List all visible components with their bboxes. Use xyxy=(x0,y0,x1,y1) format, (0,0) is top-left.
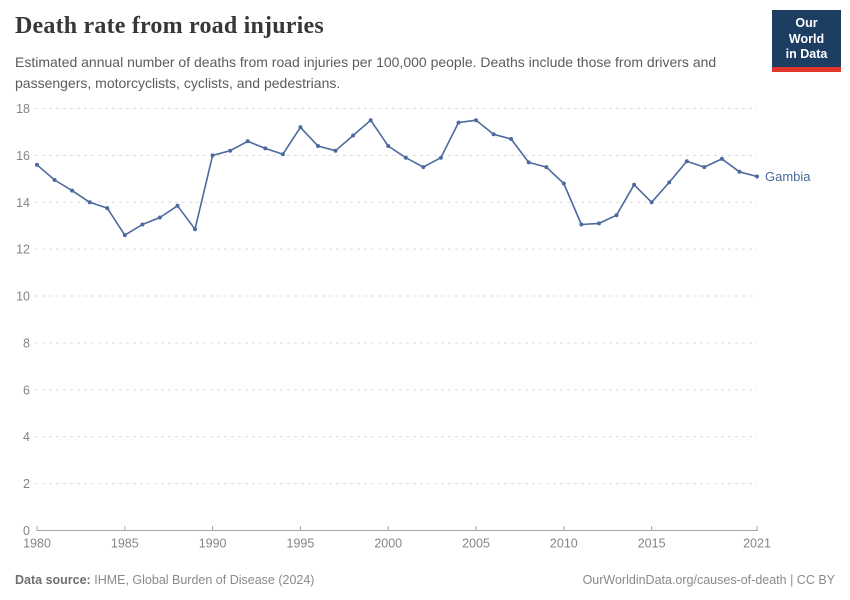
data-point[interactable] xyxy=(456,120,461,125)
data-source-note: Data source: IHME, Global Burden of Dise… xyxy=(15,573,314,587)
data-point[interactable] xyxy=(684,159,689,164)
series-entity-label[interactable]: Gambia xyxy=(765,169,811,184)
credit-link[interactable]: OurWorldinData.org/causes-of-death | CC … xyxy=(582,573,835,587)
data-point[interactable] xyxy=(719,156,724,161)
data-point[interactable] xyxy=(386,144,391,148)
data-point[interactable] xyxy=(597,221,601,226)
data-point[interactable] xyxy=(491,132,496,137)
data-point[interactable] xyxy=(702,165,707,170)
data-source-value: IHME, Global Burden of Disease (2024) xyxy=(94,573,315,587)
y-axis-tick-label: 8 xyxy=(23,336,30,350)
data-point[interactable] xyxy=(561,181,566,186)
data-point[interactable] xyxy=(70,188,75,193)
owid-logo[interactable]: Our World in Data xyxy=(772,10,841,72)
chart-subtitle: Estimated annual number of deaths from r… xyxy=(15,54,717,91)
data-point[interactable] xyxy=(263,146,268,151)
data-point[interactable] xyxy=(87,200,92,205)
y-axis-tick-label: 14 xyxy=(16,196,30,210)
data-point[interactable] xyxy=(526,160,531,165)
data-point[interactable] xyxy=(737,169,742,174)
data-point[interactable] xyxy=(667,180,672,185)
y-axis-tick-label: 16 xyxy=(16,149,30,163)
data-point[interactable] xyxy=(316,144,320,148)
x-axis-tick-label: 1995 xyxy=(287,537,315,551)
x-axis-tick-label: 1980 xyxy=(23,537,51,551)
data-point[interactable] xyxy=(157,215,162,220)
x-axis-tick-label: 1990 xyxy=(199,537,227,551)
data-point[interactable] xyxy=(614,213,619,218)
data-point[interactable] xyxy=(122,233,127,238)
data-point[interactable] xyxy=(755,174,759,179)
data-point[interactable] xyxy=(193,227,197,232)
data-point[interactable] xyxy=(474,118,478,123)
data-point[interactable] xyxy=(438,155,443,160)
data-point[interactable] xyxy=(333,148,338,153)
data-point[interactable] xyxy=(351,133,356,138)
data-line-gambia xyxy=(36,119,758,236)
x-axis-tick-label: 2000 xyxy=(374,537,402,551)
y-axis-tick-label: 2 xyxy=(23,477,30,491)
data-point[interactable] xyxy=(509,137,514,141)
owid-logo-line2: in Data xyxy=(785,47,828,62)
data-point[interactable] xyxy=(175,203,180,208)
data-point[interactable] xyxy=(210,153,215,158)
data-point[interactable] xyxy=(298,125,303,130)
data-point[interactable] xyxy=(228,148,233,153)
x-axis-tick-label: 2010 xyxy=(550,537,578,551)
y-axis-tick-label: 18 xyxy=(16,102,30,116)
page-title: Death rate from road injuries xyxy=(15,13,324,39)
chart-footer: Data source: IHME, Global Burden of Dise… xyxy=(15,573,835,587)
x-axis-tick-label: 2021 xyxy=(743,537,771,551)
data-point[interactable] xyxy=(245,139,250,144)
data-point[interactable] xyxy=(105,206,110,211)
data-point[interactable] xyxy=(421,165,426,170)
x-axis-tick-label: 2005 xyxy=(462,537,490,551)
y-axis-tick-label: 4 xyxy=(23,430,30,444)
data-point[interactable] xyxy=(403,155,408,160)
data-source-label: Data source: xyxy=(15,573,91,587)
data-point[interactable] xyxy=(579,222,584,227)
y-axis-tick-label: 12 xyxy=(16,243,30,257)
data-point[interactable] xyxy=(35,162,39,167)
data-point[interactable] xyxy=(280,152,285,157)
owid-logo-line1: Our World xyxy=(788,16,825,46)
data-point[interactable] xyxy=(632,182,637,187)
y-axis-tick-label: 6 xyxy=(23,383,30,397)
data-point[interactable] xyxy=(649,200,654,205)
x-axis-tick-label: 1985 xyxy=(111,537,139,551)
data-point[interactable] xyxy=(140,222,145,227)
y-axis-tick-label: 10 xyxy=(16,290,30,304)
y-axis-tick-label: 0 xyxy=(23,524,30,538)
x-axis-tick-label: 2015 xyxy=(638,537,666,551)
data-point[interactable] xyxy=(544,165,549,170)
data-point[interactable] xyxy=(52,178,57,182)
data-point[interactable] xyxy=(368,118,373,123)
